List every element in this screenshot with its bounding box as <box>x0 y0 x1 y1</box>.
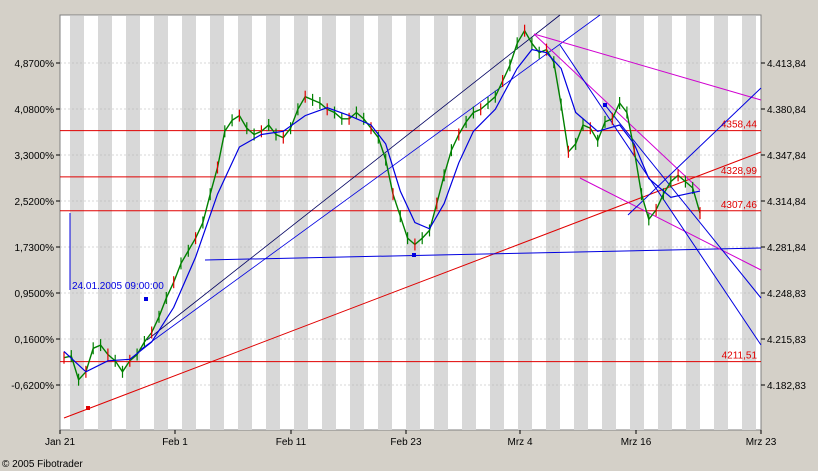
time-band-1 <box>98 16 112 430</box>
left-tick-label-1: 4,0800% <box>15 105 55 116</box>
time-band-23 <box>714 16 728 430</box>
time-band-12 <box>406 16 420 430</box>
price-series-line <box>63 29 701 382</box>
time-band-5 <box>210 16 224 430</box>
x-tick-label-1: Feb 1 <box>162 437 188 448</box>
time-band-15 <box>490 16 504 430</box>
channel-bottom-magenta <box>579 177 762 271</box>
x-axis-ticks: Jan 21 Feb 1 Feb 11 Feb 23 Mrz 4 Mrz 16 Mrz 23 <box>45 430 777 448</box>
time-band-22 <box>686 16 700 430</box>
time-band-3 <box>154 16 168 430</box>
left-tick-label-7: -0,6200% <box>11 381 54 392</box>
uptrend-blue-late <box>627 87 762 216</box>
support-line-blue <box>204 247 762 261</box>
time-band-9 <box>322 16 336 430</box>
level-label-2: 4307,46 <box>721 200 758 211</box>
left-tick-label-2: 3,3000% <box>15 151 55 162</box>
x-tick-label-0: Jan 21 <box>45 437 75 448</box>
annotation-anchor <box>144 297 148 301</box>
time-band-19 <box>602 16 616 430</box>
right-tick-label-3: 4.314,84 <box>767 197 806 208</box>
time-band-6 <box>238 16 252 430</box>
left-tick-label-4: 1,7300% <box>15 243 55 254</box>
time-band-20 <box>630 16 644 430</box>
time-band-13 <box>434 16 448 430</box>
time-band-16 <box>518 16 532 430</box>
right-tick-label-6: 4.215,83 <box>767 335 806 346</box>
left-tick-label-6: 0,1600% <box>15 335 55 346</box>
level-label-3: 4211,51 <box>722 351 758 362</box>
time-band-4 <box>182 16 196 430</box>
time-band-11 <box>378 16 392 430</box>
right-tick-label-0: 4.413,84 <box>767 59 806 70</box>
trend-lines <box>63 14 762 419</box>
price-bars <box>63 24 701 386</box>
right-tick-label-4: 4.281,84 <box>767 243 806 254</box>
level-label-0: 4358,44 <box>721 120 758 131</box>
right-tick-label-2: 4.347,84 <box>767 151 806 162</box>
channel-diagonal-magenta <box>533 33 701 191</box>
annotation-timestamp: 24.01.2005 09:00:00 <box>72 281 164 292</box>
left-axis-ticks: 4,8700% 4,0800% 3,3000% 2,5200% 1,7300% 0,950… <box>11 59 60 392</box>
right-tick-label-5: 4.248,83 <box>767 289 806 300</box>
right-tick-label-7: 4.182,83 <box>767 381 806 392</box>
time-band-10 <box>350 16 364 430</box>
right-axis-ticks: 4.413,84 4.380,84 4.347,84 4.314,84 4.281,84… <box>761 59 806 392</box>
trendline-upper-blue <box>139 14 601 351</box>
time-band-0 <box>70 16 84 430</box>
downtrend-blue-1 <box>559 44 762 346</box>
trendline-anchor-red <box>86 406 90 410</box>
x-tick-label-4: Mrz 4 <box>508 437 533 448</box>
time-band-7 <box>266 16 280 430</box>
support-anchor-blue <box>412 253 416 257</box>
time-band-17 <box>546 16 560 430</box>
level-label-1: 4328,99 <box>721 166 758 177</box>
left-tick-label-3: 2,5200% <box>15 197 55 208</box>
horizontal-grid <box>60 62 761 386</box>
x-tick-label-2: Feb 11 <box>276 437 307 448</box>
left-tick-label-5: 0,9500% <box>15 289 55 300</box>
left-tick-label-0: 4,8700% <box>15 59 55 70</box>
trendline-upper-black <box>146 14 561 341</box>
x-tick-label-6: Mrz 23 <box>746 437 777 448</box>
copyright-label: © 2005 Fibotrader <box>2 459 83 470</box>
time-band-21 <box>658 16 672 430</box>
x-tick-label-3: Feb 23 <box>390 437 422 448</box>
time-band-24 <box>742 16 756 430</box>
time-band-14 <box>462 16 476 430</box>
moving-average-line <box>63 48 701 373</box>
time-band-2 <box>126 16 140 430</box>
channel-top-magenta <box>533 33 762 101</box>
downtrend-anchor-blue <box>603 103 607 107</box>
x-tick-label-5: Mrz 16 <box>621 437 652 448</box>
right-tick-label-1: 4.380,84 <box>767 105 806 116</box>
price-levels: 4358,44 4328,99 4307,46 4211,51 <box>60 120 761 363</box>
trendline-red <box>63 151 762 419</box>
